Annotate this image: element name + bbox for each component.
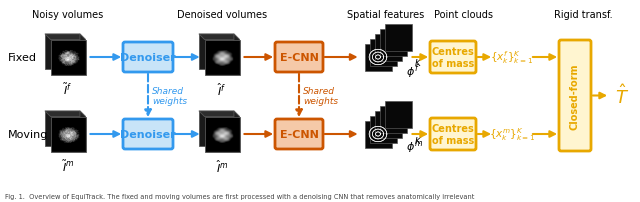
Polygon shape bbox=[80, 111, 86, 152]
FancyBboxPatch shape bbox=[430, 42, 476, 74]
Polygon shape bbox=[380, 106, 406, 133]
Polygon shape bbox=[205, 117, 239, 152]
Polygon shape bbox=[234, 111, 239, 152]
Text: Centres
of mass: Centres of mass bbox=[431, 47, 474, 68]
Polygon shape bbox=[385, 24, 412, 51]
Text: Shared
weights: Shared weights bbox=[303, 86, 338, 106]
Polygon shape bbox=[369, 39, 397, 66]
Text: $\phi^m$: $\phi^m$ bbox=[406, 138, 422, 154]
Text: Fig. 1.  Overview of EquiTrack. The fixed and moving volumes are first processed: Fig. 1. Overview of EquiTrack. The fixed… bbox=[5, 193, 474, 199]
Text: $\hat{I}^f$: $\hat{I}^f$ bbox=[218, 81, 227, 97]
Polygon shape bbox=[45, 35, 80, 69]
Text: Fixed: Fixed bbox=[8, 53, 37, 63]
Polygon shape bbox=[45, 111, 86, 117]
Polygon shape bbox=[234, 35, 239, 75]
Polygon shape bbox=[205, 40, 239, 75]
Text: $\hat{T}$: $\hat{T}$ bbox=[615, 84, 629, 108]
Text: $\{x_k^m\}_{k=1}^K$: $\{x_k^m\}_{k=1}^K$ bbox=[489, 126, 535, 143]
FancyBboxPatch shape bbox=[430, 118, 476, 150]
Text: Denoiser: Denoiser bbox=[120, 129, 176, 139]
Text: Denoiser: Denoiser bbox=[120, 53, 176, 63]
Text: Moving: Moving bbox=[8, 129, 49, 139]
Polygon shape bbox=[45, 35, 86, 40]
FancyBboxPatch shape bbox=[123, 43, 173, 73]
Text: Noisy volumes: Noisy volumes bbox=[33, 10, 104, 20]
Polygon shape bbox=[380, 29, 406, 56]
Text: $\phi^f$: $\phi^f$ bbox=[406, 62, 419, 80]
Polygon shape bbox=[51, 117, 86, 152]
Text: Shared
weights: Shared weights bbox=[152, 86, 187, 106]
FancyBboxPatch shape bbox=[275, 119, 323, 149]
Text: $\tilde{I}^m$: $\tilde{I}^m$ bbox=[61, 158, 74, 173]
Polygon shape bbox=[199, 35, 234, 69]
Text: $\hat{I}^m$: $\hat{I}^m$ bbox=[216, 158, 228, 174]
Text: Centres
of mass: Centres of mass bbox=[431, 124, 474, 145]
Polygon shape bbox=[199, 35, 239, 40]
Text: Denoised volumes: Denoised volumes bbox=[177, 10, 267, 20]
Text: $\{x_k^f\}_{k=1}^K$: $\{x_k^f\}_{k=1}^K$ bbox=[490, 49, 534, 66]
Polygon shape bbox=[80, 35, 86, 75]
Polygon shape bbox=[374, 111, 401, 138]
Polygon shape bbox=[365, 121, 392, 148]
Text: E-CNN: E-CNN bbox=[280, 129, 319, 139]
Polygon shape bbox=[199, 111, 234, 146]
Text: $\tilde{I}^f$: $\tilde{I}^f$ bbox=[63, 81, 72, 96]
Polygon shape bbox=[369, 116, 397, 143]
Text: Closed-form: Closed-form bbox=[570, 63, 580, 129]
Polygon shape bbox=[365, 44, 392, 71]
Text: $K$: $K$ bbox=[413, 57, 422, 68]
Polygon shape bbox=[51, 40, 86, 75]
Text: Rigid transf.: Rigid transf. bbox=[554, 10, 612, 20]
Polygon shape bbox=[45, 111, 80, 146]
Text: $K$: $K$ bbox=[413, 134, 422, 145]
Text: Spatial features: Spatial features bbox=[348, 10, 424, 20]
Text: Point clouds: Point clouds bbox=[433, 10, 493, 20]
Polygon shape bbox=[199, 111, 239, 117]
Polygon shape bbox=[385, 101, 412, 128]
Text: E-CNN: E-CNN bbox=[280, 53, 319, 63]
FancyBboxPatch shape bbox=[123, 119, 173, 149]
FancyBboxPatch shape bbox=[559, 41, 591, 151]
FancyBboxPatch shape bbox=[275, 43, 323, 73]
Polygon shape bbox=[374, 34, 401, 61]
